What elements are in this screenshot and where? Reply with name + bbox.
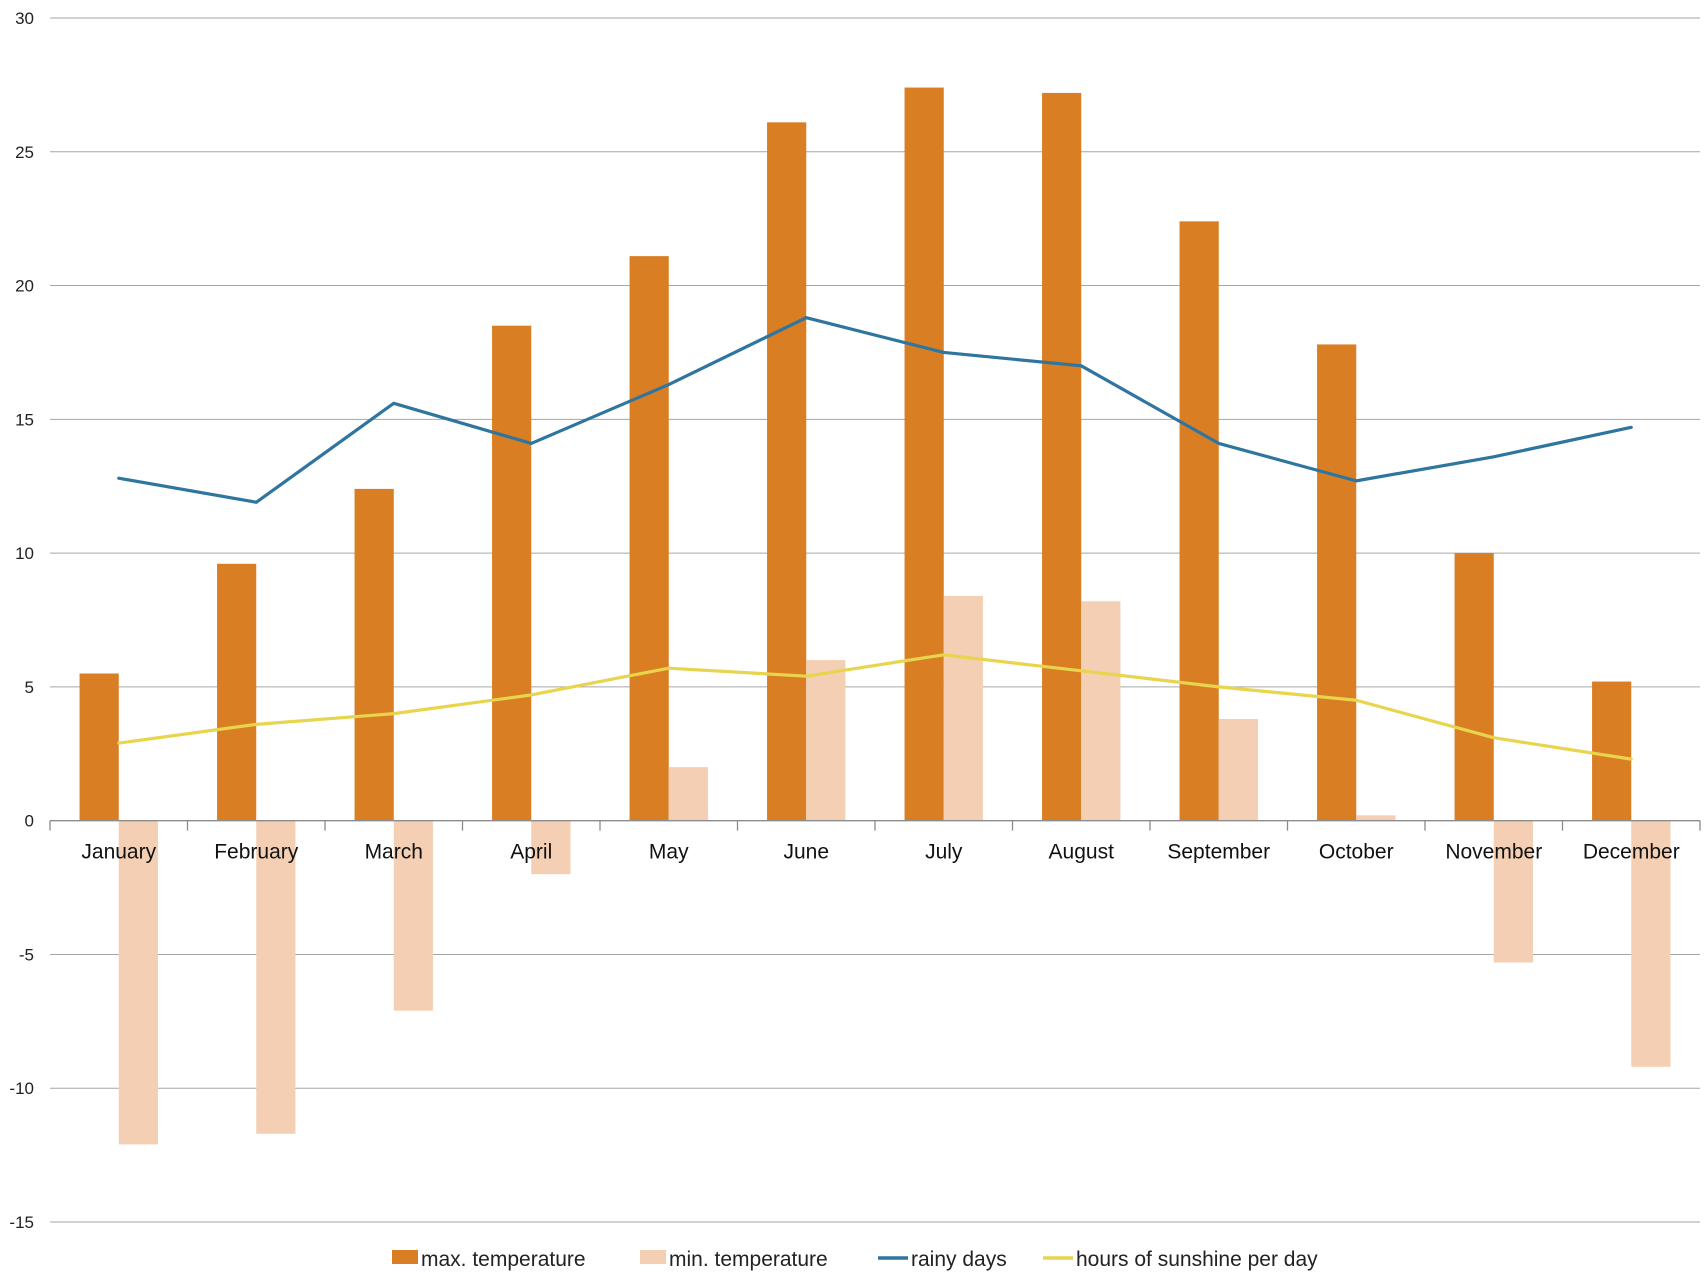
max-temperature-bar [217,563,257,821]
max-temperature-bar [767,122,807,821]
y-tick-label: 0 [25,812,34,831]
min-temperature-bar [943,595,983,821]
x-axis [49,820,1701,831]
max-temperature-bar [1592,681,1632,821]
legend-label: min. temperature [669,1248,828,1271]
gridlines [50,17,1700,1223]
min-temperature-bar [668,767,708,821]
max-temperature-bar [1042,92,1082,821]
max-temperature-bar [1454,553,1494,821]
min-temperature-bar [1493,820,1533,963]
category-label: October [1319,841,1394,864]
category-label: July [925,841,963,864]
min-temperature-bar [1356,815,1396,821]
y-tick-label: 25 [15,143,34,162]
lines [117,316,1633,761]
min-temperature-bar [806,660,846,821]
max-temperature-bar [1179,221,1219,821]
category-label: March [365,841,423,864]
category-labels: January February March April May June July Augu… [81,841,1679,864]
legend-label: rainy days [911,1248,1007,1271]
sunshine-hours-line [117,653,1633,761]
max-temperature-bar [492,325,532,821]
legend-rainy-days: rainy days [878,1248,1007,1271]
max-temperature-bar [629,256,669,821]
legend: max. temperature min. temperature rainy da… [392,1248,1318,1271]
y-tick-label: 15 [15,410,34,429]
min-temperature-bar [118,820,158,1145]
min-temperature-bar [393,820,433,1011]
category-label: December [1583,841,1680,864]
legend-sunshine-hours: hours of sunshine per day [1043,1248,1318,1271]
y-axis-ticks: 30 25 20 15 10 5 0 -5 -10 -15 [9,9,34,1232]
legend-label: hours of sunshine per day [1076,1248,1318,1271]
legend-swatch [392,1250,418,1264]
category-label: May [649,841,689,864]
min-temperature-bar [531,820,571,875]
legend-label: max. temperature [421,1248,586,1271]
y-tick-label: 5 [25,678,34,697]
category-label: August [1049,841,1115,864]
min-temperature-bar [1631,820,1671,1067]
y-tick-label: -10 [9,1079,34,1098]
category-label: June [783,841,829,864]
category-label: April [510,841,552,864]
rainy-days-line [117,316,1633,504]
legend-max-temperature: max. temperature [392,1248,586,1271]
bars [79,87,1671,1145]
min-temperature-bar [1218,718,1258,821]
category-label: November [1445,841,1542,864]
category-label: January [81,841,156,864]
legend-min-temperature: min. temperature [640,1248,828,1271]
min-temperature-bar [256,820,296,1134]
max-temperature-bar [904,87,944,821]
y-tick-label: 20 [15,277,34,296]
min-temperature-bar [1081,601,1121,821]
category-label: February [214,841,299,864]
y-tick-label: 10 [15,544,34,563]
max-temperature-bar [354,488,394,821]
y-tick-label: -5 [19,945,34,964]
category-label: September [1167,841,1270,864]
y-tick-label: 30 [15,9,34,28]
max-temperature-bar [79,673,119,821]
y-tick-label: -15 [9,1213,34,1232]
legend-swatch [640,1250,666,1264]
max-temperature-bar [1317,344,1357,821]
